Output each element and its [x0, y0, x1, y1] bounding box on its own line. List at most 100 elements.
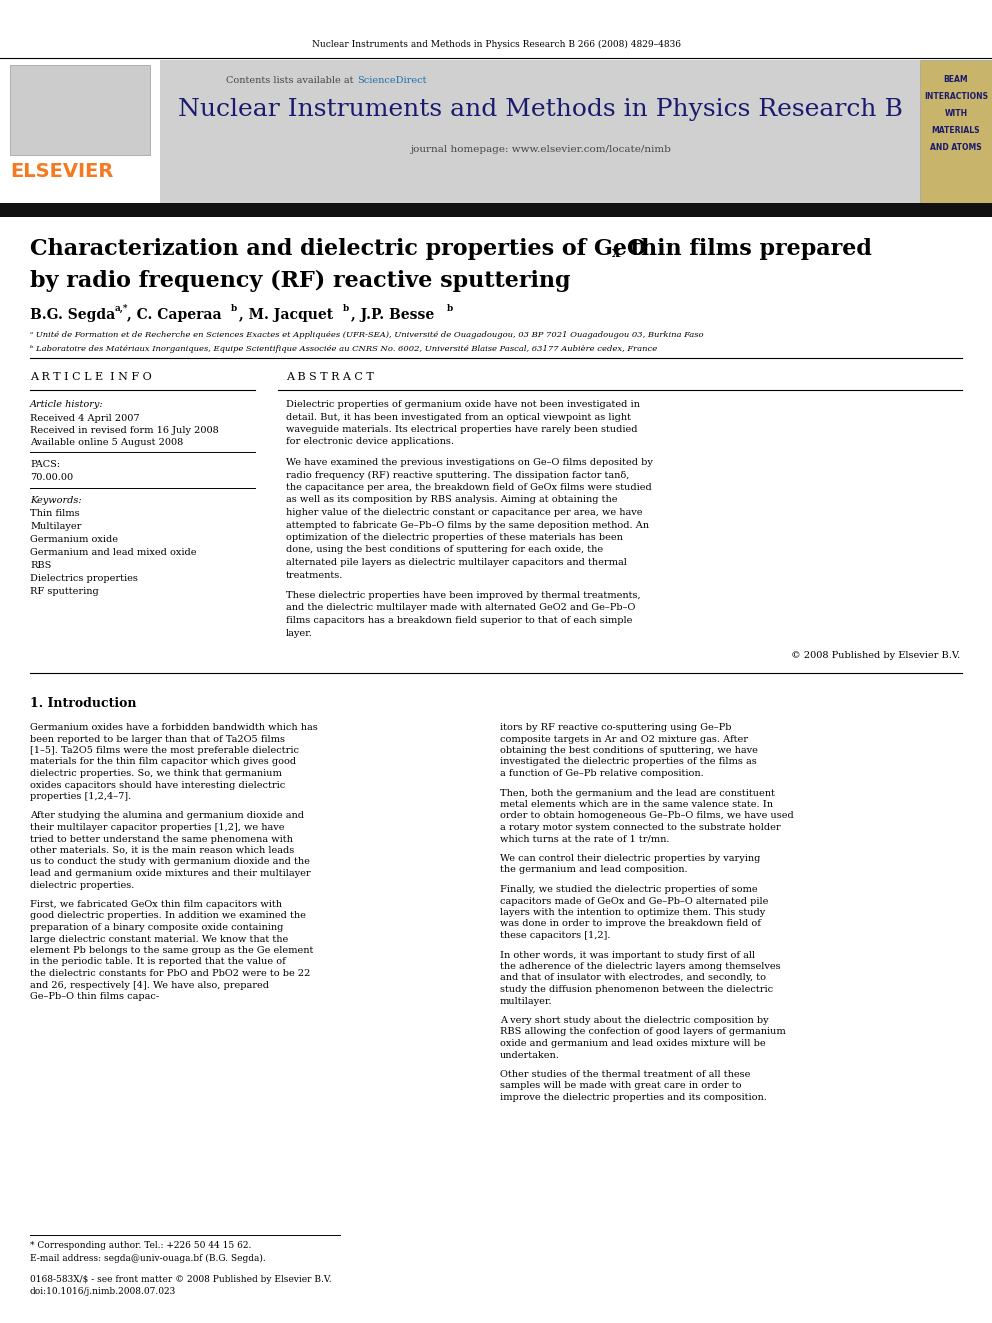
Text: E-mail address: segda@univ-ouaga.bf (B.G. Segda).: E-mail address: segda@univ-ouaga.bf (B.G…	[30, 1254, 266, 1263]
Text: attempted to fabricate Ge–Pb–O films by the same deposition method. An: attempted to fabricate Ge–Pb–O films by …	[286, 520, 649, 529]
Text: We have examined the previous investigations on Ge–O films deposited by: We have examined the previous investigat…	[286, 458, 653, 467]
Bar	[0, 60, 160, 202]
Text: b: b	[447, 304, 453, 314]
Text: by radio frequency (RF) reactive sputtering: by radio frequency (RF) reactive sputter…	[30, 270, 570, 292]
Text: Nuclear Instruments and Methods in Physics Research B 266 (2008) 4829–4836: Nuclear Instruments and Methods in Physi…	[311, 40, 681, 49]
Text: a rotary motor system connected to the substrate holder: a rotary motor system connected to the s…	[500, 823, 781, 832]
Text: other materials. So, it is the main reason which leads: other materials. So, it is the main reas…	[30, 845, 295, 855]
Text: detail. But, it has been investigated from an optical viewpoint as light: detail. But, it has been investigated fr…	[286, 413, 631, 422]
Text: MATERIALS: MATERIALS	[931, 126, 980, 135]
Text: properties [1,2,4–7].: properties [1,2,4–7].	[30, 792, 131, 800]
Text: dielectric properties.: dielectric properties.	[30, 881, 134, 889]
Text: AND ATOMS: AND ATOMS	[930, 143, 982, 152]
Text: and that of insulator with electrodes, and secondly, to: and that of insulator with electrodes, a…	[500, 974, 766, 983]
Text: , M. Jacquet: , M. Jacquet	[239, 308, 333, 321]
Text: oxide and germanium and lead oxides mixture will be: oxide and germanium and lead oxides mixt…	[500, 1039, 766, 1048]
Text: Finally, we studied the dielectric properties of some: Finally, we studied the dielectric prope…	[500, 885, 758, 894]
Text: A B S T R A C T: A B S T R A C T	[286, 372, 374, 382]
Text: layers with the intention to optimize them. This study: layers with the intention to optimize th…	[500, 908, 765, 917]
Text: the germanium and lead composition.: the germanium and lead composition.	[500, 865, 687, 875]
Text: Dielectrics properties: Dielectrics properties	[30, 574, 138, 583]
Text: done, using the best conditions of sputtering for each oxide, the: done, using the best conditions of sputt…	[286, 545, 603, 554]
Text: investigated the dielectric properties of the films as: investigated the dielectric properties o…	[500, 758, 757, 766]
Text: doi:10.1016/j.nimb.2008.07.023: doi:10.1016/j.nimb.2008.07.023	[30, 1287, 177, 1297]
Text: , J.P. Besse: , J.P. Besse	[351, 308, 434, 321]
Text: as well as its composition by RBS analysis. Aiming at obtaining the: as well as its composition by RBS analys…	[286, 496, 617, 504]
Text: Other studies of the thermal treatment of all these: Other studies of the thermal treatment o…	[500, 1070, 750, 1080]
Text: the capacitance per area, the breakdown field of GeOx films were studied: the capacitance per area, the breakdown …	[286, 483, 652, 492]
Text: was done in order to improve the breakdown field of: was done in order to improve the breakdo…	[500, 919, 761, 929]
Text: Germanium oxides have a forbidden bandwidth which has: Germanium oxides have a forbidden bandwi…	[30, 722, 317, 732]
Text: x: x	[612, 246, 620, 261]
Text: Germanium and lead mixed oxide: Germanium and lead mixed oxide	[30, 548, 196, 557]
Bar	[0, 202, 992, 217]
Text: Available online 5 August 2008: Available online 5 August 2008	[30, 438, 184, 447]
Text: First, we fabricated GeOx thin film capacitors with: First, we fabricated GeOx thin film capa…	[30, 900, 282, 909]
Text: In other words, it was important to study first of all: In other words, it was important to stud…	[500, 950, 755, 959]
Text: higher value of the dielectric constant or capacitance per area, we have: higher value of the dielectric constant …	[286, 508, 643, 517]
Text: tried to better understand the same phenomena with: tried to better understand the same phen…	[30, 835, 293, 844]
Text: © 2008 Published by Elsevier B.V.: © 2008 Published by Elsevier B.V.	[791, 651, 960, 660]
Text: Germanium oxide: Germanium oxide	[30, 534, 118, 544]
Text: Received in revised form 16 July 2008: Received in revised form 16 July 2008	[30, 426, 219, 435]
Text: element Pb belongs to the same group as the Ge element: element Pb belongs to the same group as …	[30, 946, 313, 955]
Text: RBS: RBS	[30, 561, 52, 570]
Text: materials for the thin film capacitor which gives good: materials for the thin film capacitor wh…	[30, 758, 297, 766]
Text: b: b	[343, 304, 349, 314]
Text: treatments.: treatments.	[286, 570, 343, 579]
Bar	[920, 60, 992, 202]
Text: thin films prepared: thin films prepared	[623, 238, 872, 261]
Text: Article history:: Article history:	[30, 400, 103, 409]
Text: We can control their dielectric properties by varying: We can control their dielectric properti…	[500, 855, 761, 863]
Text: b: b	[231, 304, 237, 314]
Text: multilayer.: multilayer.	[500, 996, 553, 1005]
Text: PACS:: PACS:	[30, 460, 61, 468]
Text: large dielectric constant material. We know that the: large dielectric constant material. We k…	[30, 934, 289, 943]
Text: These dielectric properties have been improved by thermal treatments,: These dielectric properties have been im…	[286, 591, 641, 601]
Text: BEAM: BEAM	[943, 75, 968, 83]
Text: , C. Caperaa: , C. Caperaa	[127, 308, 221, 321]
Text: oxides capacitors should have interesting dielectric: oxides capacitors should have interestin…	[30, 781, 286, 790]
Text: films capacitors has a breakdown field superior to that of each simple: films capacitors has a breakdown field s…	[286, 617, 632, 624]
Text: ᵃ Unité de Formation et de Recherche en Sciences Exactes et Appliquées (UFR-SEA): ᵃ Unité de Formation et de Recherche en …	[30, 331, 703, 339]
Text: 70.00.00: 70.00.00	[30, 474, 73, 482]
Text: B.G. Segda: B.G. Segda	[30, 308, 115, 321]
Text: good dielectric properties. In addition we examined the: good dielectric properties. In addition …	[30, 912, 306, 921]
Text: Received 4 April 2007: Received 4 April 2007	[30, 414, 140, 423]
Text: the dielectric constants for PbO and PbO2 were to be 22: the dielectric constants for PbO and PbO…	[30, 968, 310, 978]
Text: which turns at the rate of 1 tr/mn.: which turns at the rate of 1 tr/mn.	[500, 835, 670, 844]
Text: journal homepage: www.elsevier.com/locate/nimb: journal homepage: www.elsevier.com/locat…	[410, 146, 671, 153]
Text: ᵇ Laboratoire des Matériaux Inorganiques, Equipe Scientifique Associée au CNRS N: ᵇ Laboratoire des Matériaux Inorganiques…	[30, 345, 658, 353]
Text: itors by RF reactive co-sputtering using Ge–Pb: itors by RF reactive co-sputtering using…	[500, 722, 731, 732]
Text: A very short study about the dielectric composition by: A very short study about the dielectric …	[500, 1016, 769, 1025]
Text: obtaining the best conditions of sputtering, we have: obtaining the best conditions of sputter…	[500, 746, 758, 755]
Text: composite targets in Ar and O2 mixture gas. After: composite targets in Ar and O2 mixture g…	[500, 734, 748, 744]
Text: Characterization and dielectric properties of GeO: Characterization and dielectric properti…	[30, 238, 647, 261]
Text: samples will be made with great care in order to: samples will be made with great care in …	[500, 1081, 741, 1090]
Text: study the diffusion phenomenon between the dielectric: study the diffusion phenomenon between t…	[500, 986, 773, 994]
Text: metal elements which are in the same valence state. In: metal elements which are in the same val…	[500, 800, 773, 808]
Text: Thin films: Thin films	[30, 509, 79, 519]
Text: capacitors made of GeOx and Ge–Pb–O alternated pile: capacitors made of GeOx and Ge–Pb–O alte…	[500, 897, 769, 905]
Text: A R T I C L E  I N F O: A R T I C L E I N F O	[30, 372, 152, 382]
Text: RBS allowing the confection of good layers of germanium: RBS allowing the confection of good laye…	[500, 1028, 786, 1036]
Text: for electronic device applications.: for electronic device applications.	[286, 438, 454, 446]
Text: WITH: WITH	[944, 108, 967, 118]
Text: After studying the alumina and germanium dioxide and: After studying the alumina and germanium…	[30, 811, 304, 820]
Text: ScienceDirect: ScienceDirect	[357, 75, 427, 85]
Text: waveguide materials. Its electrical properties have rarely been studied: waveguide materials. Its electrical prop…	[286, 425, 638, 434]
Text: layer.: layer.	[286, 628, 312, 638]
Text: and 26, respectively [4]. We have also, prepared: and 26, respectively [4]. We have also, …	[30, 980, 269, 990]
Text: alternated pile layers as dielectric multilayer capacitors and thermal: alternated pile layers as dielectric mul…	[286, 558, 627, 568]
Text: been reported to be larger than that of Ta2O5 films: been reported to be larger than that of …	[30, 734, 285, 744]
Text: optimization of the dielectric properties of these materials has been: optimization of the dielectric propertie…	[286, 533, 623, 542]
Text: their multilayer capacitor properties [1,2], we have: their multilayer capacitor properties [1…	[30, 823, 285, 832]
Text: dielectric properties. So, we think that germanium: dielectric properties. So, we think that…	[30, 769, 282, 778]
Text: INTERACTIONS: INTERACTIONS	[924, 93, 988, 101]
Text: preparation of a binary composite oxide containing: preparation of a binary composite oxide …	[30, 923, 284, 931]
Text: ELSEVIER: ELSEVIER	[10, 161, 113, 181]
Text: Nuclear Instruments and Methods in Physics Research B: Nuclear Instruments and Methods in Physi…	[178, 98, 903, 120]
Text: radio frequency (RF) reactive sputtering. The dissipation factor tanδ,: radio frequency (RF) reactive sputtering…	[286, 471, 629, 480]
Text: Multilayer: Multilayer	[30, 523, 81, 531]
Text: 0168-583X/$ - see front matter © 2008 Published by Elsevier B.V.: 0168-583X/$ - see front matter © 2008 Pu…	[30, 1275, 331, 1285]
